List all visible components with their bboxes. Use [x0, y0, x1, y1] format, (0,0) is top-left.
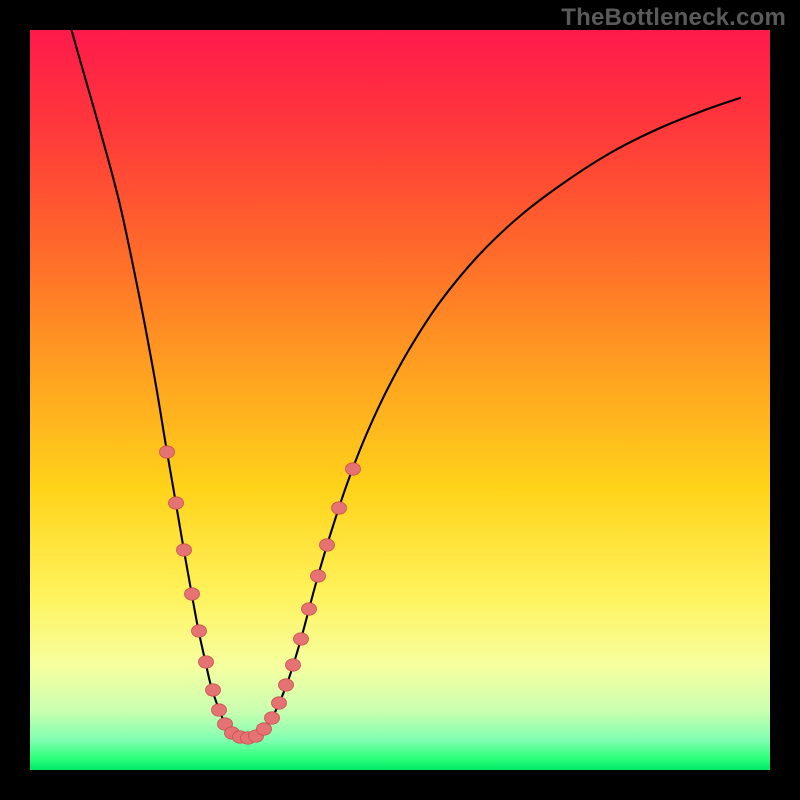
curve-marker: [279, 679, 294, 691]
curve-marker: [169, 497, 184, 509]
curve-marker: [185, 588, 200, 600]
plot-background: [30, 30, 770, 770]
curve-marker: [332, 502, 347, 514]
curve-marker: [206, 684, 221, 696]
curve-marker: [199, 656, 214, 668]
curve-marker: [311, 570, 326, 582]
curve-marker: [160, 446, 175, 458]
curve-marker: [177, 544, 192, 556]
curve-marker: [212, 704, 227, 716]
bottleneck-chart: [0, 0, 800, 800]
curve-marker: [294, 633, 309, 645]
watermark-text: TheBottleneck.com: [561, 4, 786, 32]
curve-marker: [286, 659, 301, 671]
curve-marker: [272, 697, 287, 709]
curve-marker: [346, 463, 361, 475]
outer-frame: TheBottleneck.com: [0, 0, 800, 800]
curve-marker: [265, 712, 280, 724]
curve-marker: [302, 603, 317, 615]
curve-marker: [257, 723, 272, 735]
curve-marker: [320, 539, 335, 551]
curve-marker: [192, 625, 207, 637]
